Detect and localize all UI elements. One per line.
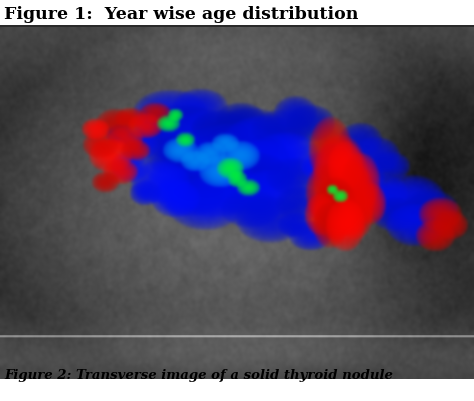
Text: Figure 1:  Year wise age distribution: Figure 1: Year wise age distribution	[4, 6, 358, 23]
Text: Figure 2: Transverse image of a solid thyroid nodule: Figure 2: Transverse image of a solid th…	[4, 369, 393, 382]
